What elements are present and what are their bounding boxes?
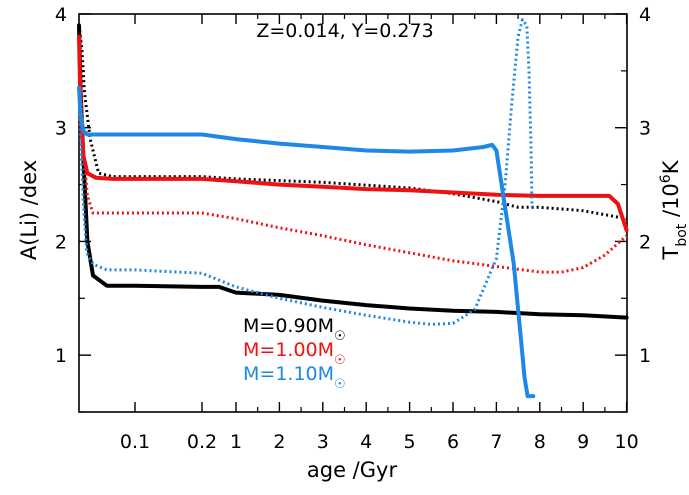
x-tick-label: 5 <box>404 431 416 453</box>
series-line-tbot-1e88e5 <box>77 18 534 326</box>
series-line-ali-000000 <box>77 23 629 320</box>
annotation-text: Z=0.014, Y=0.273 <box>256 20 433 42</box>
y-tick-label-left: 2 <box>55 231 67 253</box>
y-tick-label-right: 4 <box>639 4 651 26</box>
y-tick-label-right: 3 <box>639 118 651 140</box>
x-tick-label: 3 <box>317 431 329 453</box>
x-axis-title: age /Gyr <box>307 458 398 482</box>
series-group <box>77 18 629 399</box>
y-axis-right-title: Tbot /106K <box>658 159 689 260</box>
x-tick-label: 8 <box>534 431 546 453</box>
x-tick-label: 4 <box>360 431 372 453</box>
plot-frame-group <box>78 13 628 413</box>
legend: M=0.90M☉M=1.00M☉M=1.10M☉ <box>243 315 346 392</box>
legend-entry: M=1.10M☉ <box>243 363 346 392</box>
y-tick-label-left: 1 <box>55 345 67 367</box>
x-tick-label: 1 <box>230 431 242 453</box>
plot-frame <box>78 13 628 413</box>
x-tick-label: 2 <box>273 431 285 453</box>
y-tick-label-right: 1 <box>639 345 651 367</box>
y-tick-label-left: 4 <box>55 4 67 26</box>
x-tick-label: 0.1 <box>120 431 150 453</box>
series-line-tbot-ee1111 <box>77 48 628 274</box>
legend-entry: M=1.00M☉ <box>243 339 346 368</box>
x-tick-label: 0.2 <box>187 431 217 453</box>
y-tick-label-left: 3 <box>55 118 67 140</box>
legend-entry: M=0.90M☉ <box>243 315 346 344</box>
x-tick-label: 7 <box>490 431 502 453</box>
y-tick-label-right: 2 <box>639 231 651 253</box>
y-axis-left-title: A(Li) /dex <box>17 160 41 260</box>
series-line-ali-ee1111 <box>77 34 629 233</box>
x-tick-label: 9 <box>577 431 589 453</box>
x-tick-label: 6 <box>447 431 459 453</box>
series-line-ali-1e88e5 <box>77 85 536 399</box>
x-tick-label: 10 <box>615 431 639 453</box>
tick-group: 0.1 0.2 1 2 3 4 5 6 7 8 9 10 1 2 3 4 1 2 3 4 <box>55 4 651 453</box>
